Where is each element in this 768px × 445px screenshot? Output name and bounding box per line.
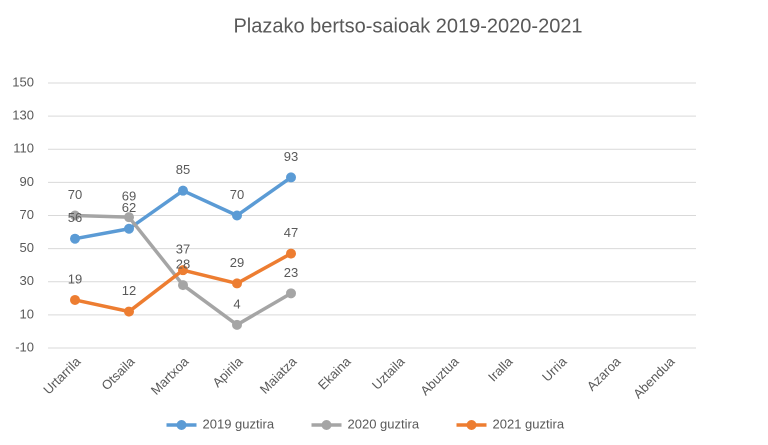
x-tick-label: Martxoa	[148, 353, 192, 397]
data-label: 93	[284, 149, 298, 164]
point	[70, 210, 80, 221]
point	[178, 185, 188, 196]
data-label: 4	[233, 296, 240, 311]
point	[124, 306, 134, 317]
legend-label: 2019 guztira	[203, 416, 275, 431]
data-label: 29	[230, 255, 244, 270]
y-tick-label: 90	[20, 174, 34, 189]
data-label: 70	[230, 187, 244, 202]
data-label: 23	[284, 265, 298, 280]
data-label: 56	[68, 210, 82, 225]
y-tick-label: 50	[20, 240, 34, 255]
y-tick-label: 150	[12, 74, 34, 89]
y-tick-label: -10	[15, 339, 34, 354]
point	[70, 233, 80, 244]
point	[178, 280, 188, 291]
y-tick-label: 30	[20, 273, 34, 288]
legend-marker	[176, 420, 187, 430]
point	[286, 288, 296, 299]
point	[232, 278, 242, 289]
legend-marker	[321, 420, 332, 430]
x-tick-label: Apirila	[209, 353, 246, 390]
point	[124, 212, 134, 223]
data-label: 62	[122, 200, 136, 215]
legend-label: 2021 guztira	[493, 416, 565, 431]
point	[232, 210, 242, 221]
legend-label: 2020 guztira	[348, 416, 420, 431]
x-tick-label: Urtarrila	[40, 353, 84, 397]
y-tick-label: 70	[20, 207, 34, 222]
x-tick-label: Urria	[539, 353, 570, 384]
data-label: 12	[122, 283, 136, 298]
x-tick-label: Abendua	[630, 353, 678, 401]
x-tick-label: Iralla	[485, 353, 516, 384]
x-tick-label: Uztaila	[369, 353, 408, 392]
x-tick-label: Otsaila	[98, 353, 138, 393]
x-tick-label: Ekaina	[315, 353, 354, 392]
point	[286, 248, 296, 259]
point	[232, 319, 242, 330]
data-label: 85	[176, 162, 190, 177]
point	[124, 223, 134, 234]
data-label: 37	[176, 242, 190, 257]
point	[178, 265, 188, 276]
point	[286, 172, 296, 183]
data-label: 19	[68, 271, 82, 286]
x-tick-label: Azaroa	[584, 353, 624, 393]
legend-marker	[466, 420, 477, 430]
x-tick-label: Abuztua	[417, 353, 462, 398]
y-tick-label: 10	[20, 306, 34, 321]
y-tick-label: 130	[12, 108, 34, 123]
data-label: 28	[176, 257, 190, 272]
data-label: 70	[68, 187, 82, 202]
chart-title: Plazako bertso-saioak 2019-2020-2021	[233, 15, 582, 37]
point	[70, 294, 80, 305]
y-tick-label: 110	[13, 141, 34, 156]
data-label: 69	[122, 189, 136, 204]
x-tick-label: Maiatza	[257, 353, 300, 396]
data-label: 47	[284, 225, 298, 240]
